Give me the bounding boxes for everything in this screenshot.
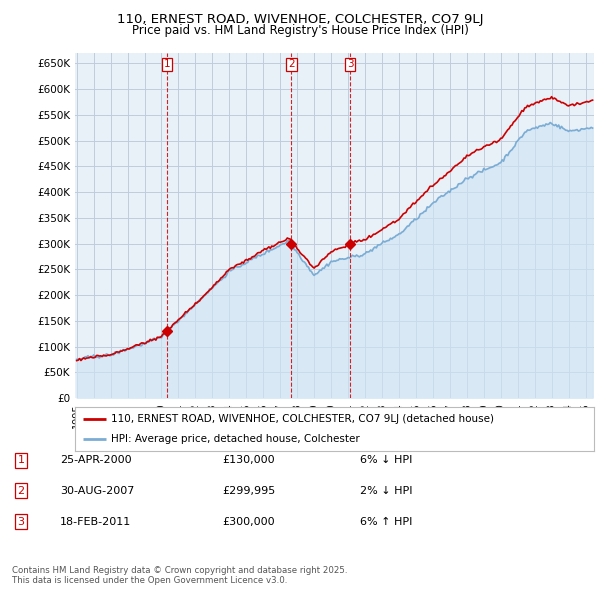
Text: £299,995: £299,995 bbox=[222, 486, 275, 496]
Text: HPI: Average price, detached house, Colchester: HPI: Average price, detached house, Colc… bbox=[112, 434, 360, 444]
Text: £130,000: £130,000 bbox=[222, 455, 275, 465]
Text: 3: 3 bbox=[347, 60, 353, 70]
Text: 110, ERNEST ROAD, WIVENHOE, COLCHESTER, CO7 9LJ (detached house): 110, ERNEST ROAD, WIVENHOE, COLCHESTER, … bbox=[112, 414, 494, 424]
Text: 3: 3 bbox=[17, 517, 25, 526]
Text: 25-APR-2000: 25-APR-2000 bbox=[60, 455, 131, 465]
Text: 1: 1 bbox=[17, 455, 25, 465]
Text: 1: 1 bbox=[164, 60, 170, 70]
Text: 18-FEB-2011: 18-FEB-2011 bbox=[60, 517, 131, 526]
Text: 6% ↓ HPI: 6% ↓ HPI bbox=[360, 455, 412, 465]
Text: 6% ↑ HPI: 6% ↑ HPI bbox=[360, 517, 412, 526]
Text: Contains HM Land Registry data © Crown copyright and database right 2025.
This d: Contains HM Land Registry data © Crown c… bbox=[12, 566, 347, 585]
Text: 2: 2 bbox=[17, 486, 25, 496]
Text: 2% ↓ HPI: 2% ↓ HPI bbox=[360, 486, 413, 496]
Text: 2: 2 bbox=[288, 60, 295, 70]
Text: 110, ERNEST ROAD, WIVENHOE, COLCHESTER, CO7 9LJ: 110, ERNEST ROAD, WIVENHOE, COLCHESTER, … bbox=[117, 13, 483, 26]
Text: Price paid vs. HM Land Registry's House Price Index (HPI): Price paid vs. HM Land Registry's House … bbox=[131, 24, 469, 37]
Text: £300,000: £300,000 bbox=[222, 517, 275, 526]
Text: 30-AUG-2007: 30-AUG-2007 bbox=[60, 486, 134, 496]
